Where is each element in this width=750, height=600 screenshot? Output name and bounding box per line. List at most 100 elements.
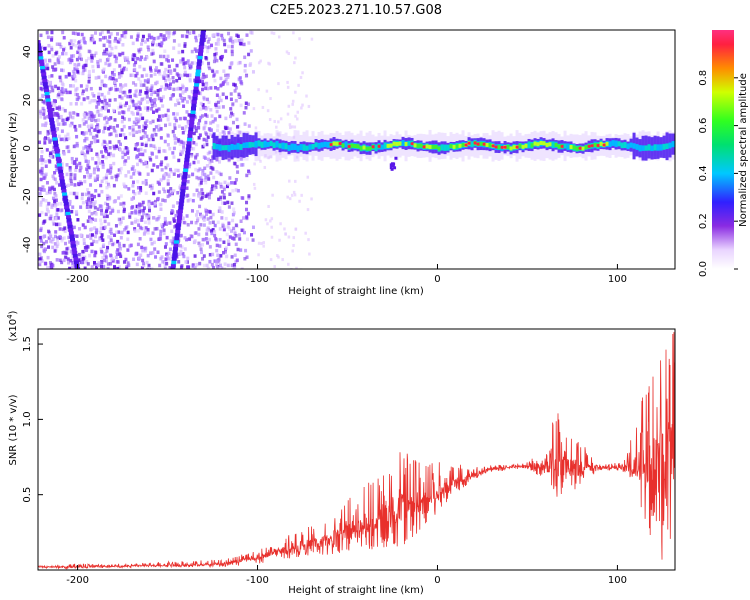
spectrogram-speckle: [74, 88, 78, 92]
spectrogram-speckle: [64, 88, 68, 92]
spectrogram-speckle: [104, 259, 108, 263]
spectrogram-speckle: [166, 54, 170, 59]
spectrogram-speckle: [58, 227, 62, 231]
spectrogram-speckle: [166, 59, 170, 63]
spectrogram-speckle: [148, 208, 152, 213]
spectrogram-speckle: [250, 233, 254, 237]
spectrogram-speckle: [138, 92, 142, 96]
spectrogram-speckle: [140, 98, 144, 103]
spectrogram-speckle: [108, 125, 112, 130]
spectrogram-speckle: [160, 96, 164, 101]
spectrogram-speckle: [106, 245, 110, 250]
spectrogram-speckle: [101, 255, 105, 260]
spectrogram-speckle: [120, 119, 124, 124]
spectrogram-speckle: [50, 74, 54, 78]
spectrogram-speckle: [128, 215, 132, 219]
spectrogram-streak-ascending: [179, 198, 185, 203]
spectrogram-speckle: [219, 197, 223, 201]
spectrogram-speckle: [228, 235, 232, 239]
carrier-band-mid: [665, 143, 669, 150]
snr-frame: [37, 328, 676, 571]
spectrogram-streak-descending: [43, 85, 49, 90]
spectrogram-speckle: [76, 218, 80, 222]
spectrogram-streak-descending: [64, 205, 70, 210]
spectrogram-speckle: [134, 60, 138, 65]
spectrogram-speckle: [135, 88, 139, 93]
spectrogram-speckle: [94, 51, 98, 55]
spectrogram-speckle: [80, 102, 84, 106]
spectrogram-speckle: [122, 110, 126, 115]
spectrogram-speckle: [149, 69, 153, 73]
spectrogram-speckle: [86, 124, 90, 129]
spectrogram-speckle: [147, 199, 151, 204]
spectrogram-speckle: [39, 256, 43, 260]
spectrogram-streak-ascending: [170, 263, 176, 268]
spectrogram-speckle: [173, 30, 177, 35]
spectrogram-speckle: [76, 70, 80, 74]
spectrogram-streak-descending: [46, 104, 52, 109]
spectrogram-speckle: [48, 151, 52, 156]
spectrogram-streak-descending: [46, 101, 52, 106]
spectrogram-speckle: [103, 116, 107, 121]
spectrogram-speckle: [176, 191, 180, 195]
spectrogram-speckle: [226, 263, 230, 268]
spectrogram-speckle: [294, 227, 298, 231]
spectrogram-streak-ascending: [179, 195, 185, 200]
spectrogram-speckle: [56, 86, 60, 91]
spectrogram-speckle: [259, 159, 262, 163]
spectrogram-speckle: [47, 43, 51, 48]
spectrogram-streak-descending: [62, 195, 68, 200]
spectrogram-speckle: [177, 101, 181, 106]
spectrogram-speckle: [53, 177, 57, 182]
spectrogram-streak-descending: [45, 98, 51, 103]
spectrogram-speckle: [103, 126, 107, 130]
spectrogram-speckle: [237, 92, 241, 97]
spectrogram-speckle: [68, 166, 72, 170]
spectrogram-speckle: [123, 184, 127, 189]
spectrogram-speckle: [206, 40, 210, 44]
spectrogram-speckle: [243, 55, 247, 60]
spectrogram-speckle: [216, 39, 220, 43]
spectrogram-speckle: [199, 101, 203, 106]
spectrogram-speckle: [96, 123, 100, 127]
spectrogram-speckle: [218, 206, 222, 210]
spectrogram-speckle: [166, 134, 170, 138]
spectrogram-speckle: [197, 232, 201, 237]
spectrogram-speckle: [179, 152, 183, 157]
spectrogram-speckle: [162, 54, 166, 59]
spectrogram-speckle: [92, 128, 96, 132]
spectrogram-speckle: [84, 63, 88, 68]
spectrogram-speckle: [254, 126, 258, 130]
spectrogram-speckle: [147, 263, 151, 268]
spectrogram-speckle: [286, 195, 289, 199]
spectrogram-streak-ascending: [190, 109, 196, 114]
spectrogram-speckle: [149, 74, 153, 78]
spectrogram-speckle: [61, 68, 65, 73]
spectrogram-speckle: [115, 252, 119, 257]
carrier-band-mid: [662, 143, 666, 150]
spectrogram-speckle: [79, 233, 83, 237]
spectrogram-speckle: [185, 237, 189, 242]
spectrogram-speckle: [146, 172, 150, 176]
spectrogram-speckle: [54, 168, 58, 173]
spectrogram-speckle: [72, 160, 76, 165]
spectrogram-speckle: [71, 205, 75, 209]
spectrogram-speckle: [203, 178, 207, 182]
spectrogram-speckle: [188, 237, 192, 241]
spectrogram-speckle: [60, 162, 64, 166]
spectrogram-speckle: [223, 180, 227, 185]
spectrogram-speckle: [202, 263, 206, 268]
spectrogram-speckle: [155, 155, 159, 159]
spectrogram-speckle: [239, 80, 243, 84]
spectrogram-speckle: [134, 106, 138, 110]
spectrogram-speckle: [134, 89, 138, 94]
spectrogram-speckle: [205, 114, 209, 118]
spectrogram-speckle: [102, 102, 106, 106]
carrier-band-mid: [644, 145, 648, 151]
spectrogram-speckle: [41, 106, 45, 111]
spectrogram-speckle: [217, 259, 221, 263]
spectrogram-speckle: [224, 95, 228, 100]
spectrogram-speckle: [301, 71, 304, 75]
spectrogram-speckle: [171, 240, 175, 244]
spectrogram-speckle: [230, 229, 234, 233]
